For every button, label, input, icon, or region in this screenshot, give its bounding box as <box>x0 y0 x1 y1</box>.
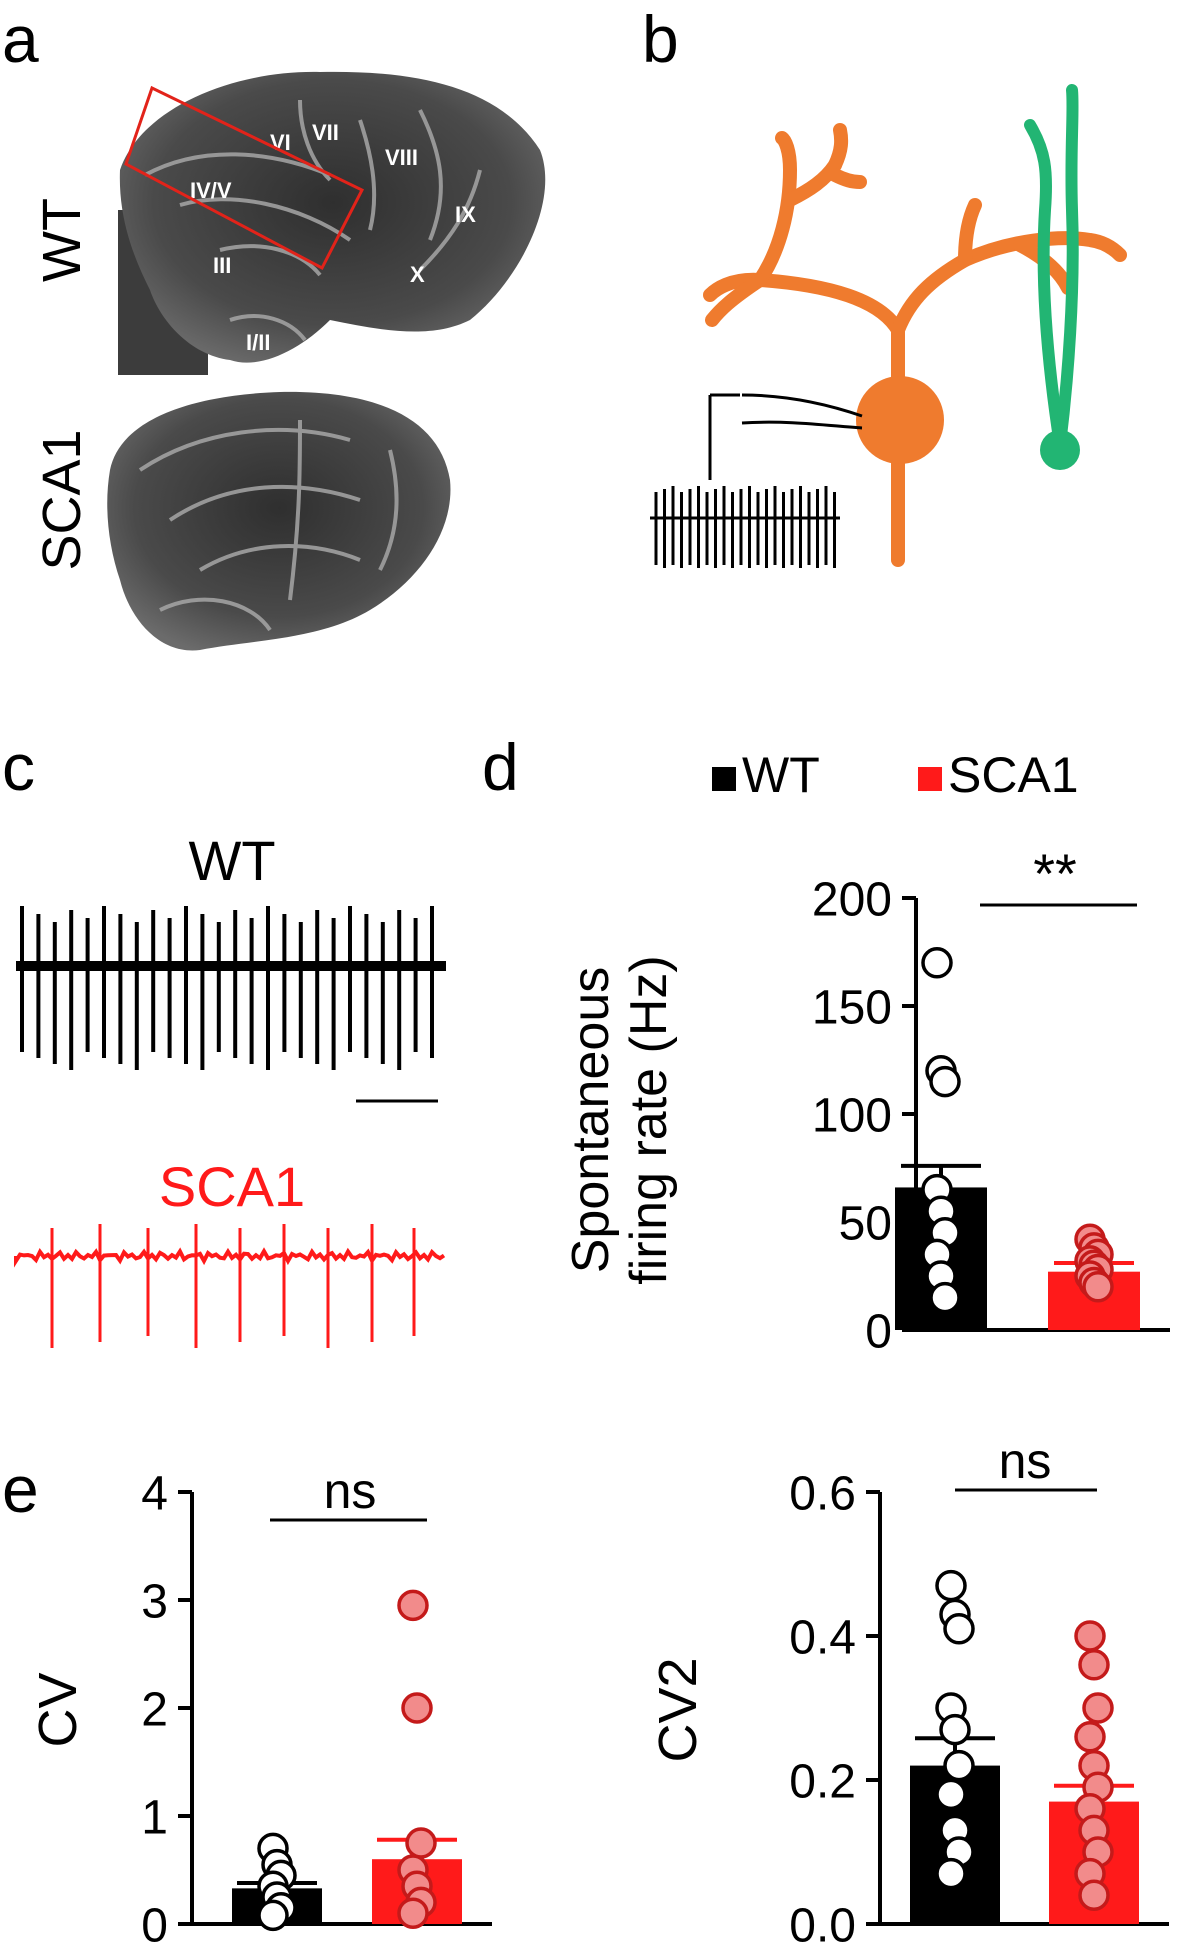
spike-trace-schematic <box>650 486 840 568</box>
wt-cerebellum-slice: VI VII IV/V VIII IX III X I/II <box>118 71 546 375</box>
purkinje-soma-icon <box>856 376 944 464</box>
panel-c: c WT SCA1 <box>2 730 446 1348</box>
data-point-wt <box>257 1899 289 1932</box>
granule-cell-icon <box>1024 84 1079 451</box>
lobule-label: X <box>410 262 425 287</box>
y-tick-label: 50 <box>839 1197 892 1250</box>
y-tick-label: 100 <box>812 1089 892 1142</box>
y-axis-label-line2: firing rate (Hz) <box>620 955 678 1284</box>
y-axis-label-line1: Spontaneous <box>562 967 620 1274</box>
data-point-sca1 <box>1082 1692 1114 1724</box>
y-tick-label: 4 <box>141 1467 168 1520</box>
panel-letter-e: e <box>2 1452 39 1526</box>
panel-letter-a: a <box>2 2 39 76</box>
lobule-label: III <box>213 253 231 278</box>
data-point-wt <box>921 947 953 979</box>
wt-trace <box>16 906 446 1070</box>
data-point-sca1 <box>1082 1271 1114 1303</box>
y-tick-label: 0.0 <box>789 1899 856 1942</box>
y-axis-label-cv2: CV2 <box>648 1657 708 1762</box>
legend-label-wt: WT <box>742 747 820 803</box>
data-point-sca1 <box>1074 1620 1106 1652</box>
sca1-trace-label: SCA1 <box>159 1155 305 1218</box>
panel-b: b <box>642 2 1127 568</box>
sca1-baseline <box>14 1247 446 1268</box>
legend: WT SCA1 <box>712 747 1079 803</box>
sca1-trace <box>14 1224 446 1348</box>
y-tick-label: 0 <box>141 1899 168 1942</box>
y-tick-label: 0 <box>865 1305 892 1358</box>
y-tick-label: 3 <box>141 1575 168 1628</box>
data-point-wt <box>935 1569 967 1602</box>
panel-a: a WT SCA1 VI VII IV/V VIII IX <box>2 2 546 651</box>
lobule-label: VIII <box>385 145 418 170</box>
data-point-sca1 <box>1078 1879 1110 1911</box>
granule-soma-icon <box>1040 430 1080 470</box>
significance-label: ns <box>999 1433 1052 1489</box>
cv2-chart: 0.0 0.2 0.4 0.6 ns <box>789 1433 1169 1942</box>
data-point-sca1 <box>397 1589 429 1622</box>
panel-e: e CV 0 1 2 3 4 ns CV2 0.0 0.2 0.4 0.6 ns <box>2 1433 1169 1942</box>
y-tick-label: 0.6 <box>789 1467 856 1520</box>
data-point-wt <box>943 1613 975 1645</box>
legend-swatch-sca1 <box>918 767 942 791</box>
significance-label: ** <box>1033 842 1077 905</box>
wt-row-label: WT <box>32 198 92 282</box>
y-axis-label-cv: CV <box>28 1672 88 1747</box>
y-tick-label: 1 <box>141 1791 168 1844</box>
legend-label-sca1: SCA1 <box>948 747 1079 803</box>
y-tick-label: 0.2 <box>789 1755 856 1808</box>
legend-swatch-wt <box>712 767 736 791</box>
data-point-wt <box>929 1281 961 1314</box>
wt-trace-label: WT <box>188 829 275 892</box>
firing-rate-chart: 0 50 100 150 200 ** <box>812 842 1170 1358</box>
purkinje-cell-icon <box>703 123 1127 567</box>
y-tick-label: 150 <box>812 981 892 1034</box>
roi-rectangle <box>124 85 365 271</box>
lobule-label: IX <box>455 202 476 227</box>
y-tick-label: 200 <box>812 873 892 926</box>
lobule-label: VII <box>312 120 339 145</box>
data-point-wt <box>943 1749 975 1782</box>
panel-letter-d: d <box>482 730 519 804</box>
data-point-sca1 <box>397 1897 429 1929</box>
data-point-wt <box>935 1857 967 1890</box>
y-tick-label: 0.4 <box>789 1611 856 1664</box>
sca1-cerebellum-slice <box>107 391 451 651</box>
lobule-label: I/II <box>246 330 270 355</box>
significance-label: ns <box>324 1463 377 1519</box>
data-point-wt <box>935 1778 967 1811</box>
data-point-wt <box>929 1065 961 1098</box>
panel-letter-b: b <box>642 2 679 76</box>
data-point-sca1 <box>1074 1721 1106 1753</box>
data-point-sca1 <box>1078 1649 1110 1681</box>
panel-d: d WT SCA1 Spontaneous firing rate (Hz) 0… <box>482 730 1170 1358</box>
data-point-sca1 <box>401 1692 433 1724</box>
data-point-wt <box>939 1713 971 1746</box>
panel-letter-c: c <box>2 730 35 804</box>
lobule-label: IV/V <box>190 178 232 203</box>
y-tick-label: 2 <box>141 1683 168 1736</box>
data-point-sca1 <box>405 1827 437 1859</box>
cv-chart: 0 1 2 3 4 ns <box>141 1463 492 1942</box>
electrode-icon <box>708 393 863 480</box>
sca1-row-label: SCA1 <box>32 429 92 570</box>
